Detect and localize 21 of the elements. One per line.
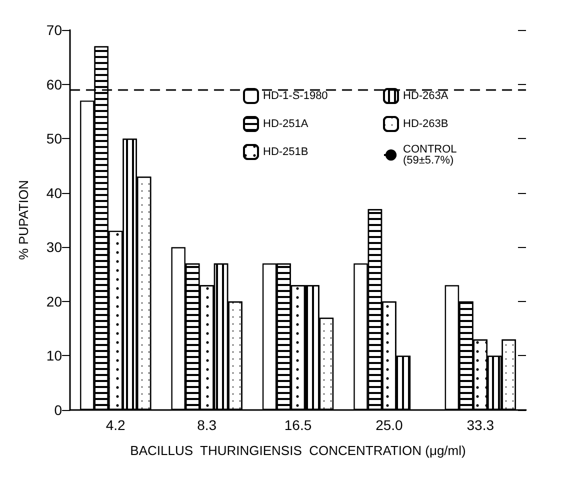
y-tick-label: 10 — [46, 348, 62, 364]
y-tick-label: 0 — [54, 402, 62, 418]
y-axis-title: % PUPATION — [16, 180, 31, 260]
legend-label: HD-263B — [403, 118, 448, 130]
x-tick-label: 16.5 — [284, 417, 312, 433]
x-axis-title: BACILLUS THURINGIENSIS CONCENTRATION (μg/ml) — [130, 443, 466, 458]
legend-label: CONTROL (59±5.7%) — [403, 144, 457, 166]
x-tick-label: 8.3 — [197, 417, 217, 433]
y-tick-label: 40 — [46, 184, 62, 201]
legend-label: HD-251A — [263, 118, 309, 130]
y-tick-label: 30 — [46, 239, 62, 256]
y-tick-label: 50 — [46, 130, 62, 147]
y-tick-label: 70 — [46, 22, 62, 38]
y-tick-label: 60 — [46, 76, 62, 92]
x-tick-label: 25.0 — [376, 417, 404, 433]
x-tick-label: 33.3 — [466, 417, 494, 433]
legend-label: HD-1-S-1980 — [263, 90, 328, 102]
legend-label: HD-251B — [263, 146, 308, 158]
y-tick-label: 20 — [46, 293, 62, 310]
x-tick-label: 4.2 — [106, 417, 126, 433]
legend-label: HD-263A — [403, 90, 449, 102]
